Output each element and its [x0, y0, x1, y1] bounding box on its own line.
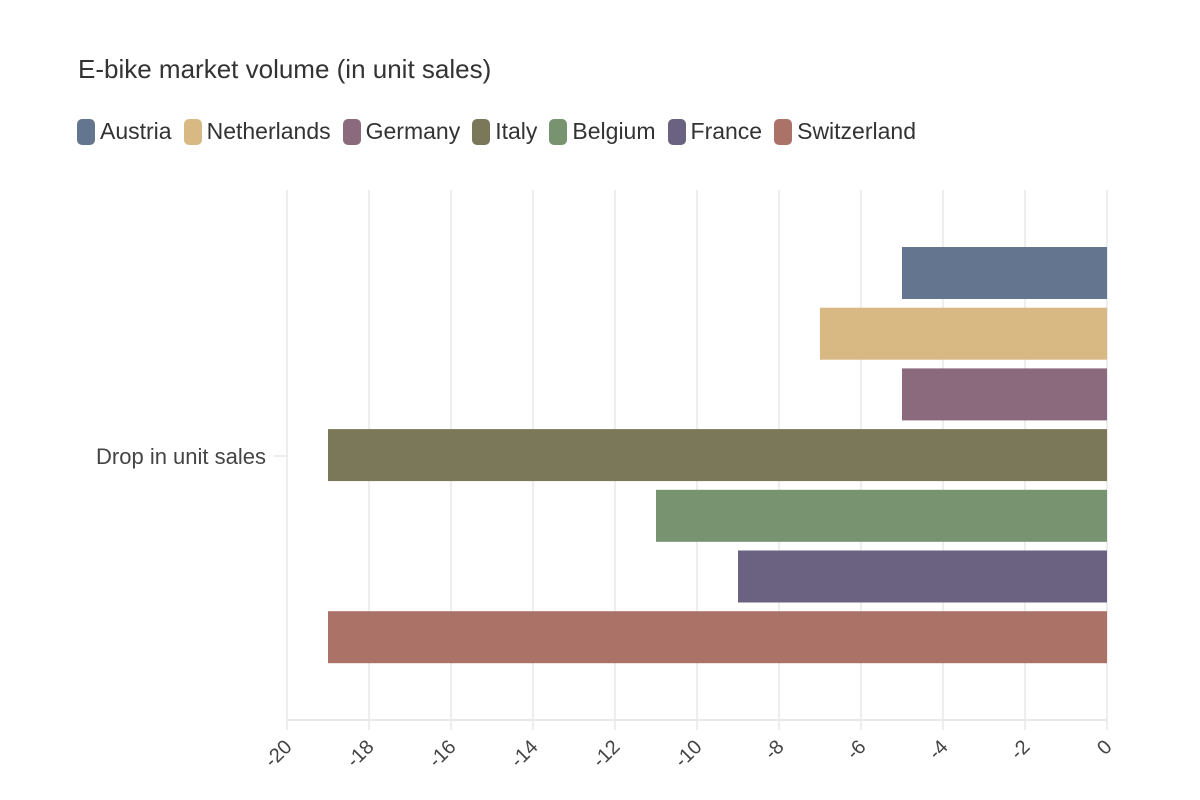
legend-label: Switzerland [797, 118, 916, 144]
legend-item-italy[interactable]: Italy [472, 118, 537, 145]
legend-swatch [667, 118, 686, 145]
x-tick-label: -4 [924, 736, 952, 764]
x-tick-label: -20 [261, 736, 297, 772]
bar-italy[interactable] [328, 429, 1107, 482]
legend-label: Italy [495, 118, 538, 144]
legend-label: Belgium [572, 118, 656, 144]
legend-label: Netherlands [206, 118, 331, 144]
x-tick-label: -10 [671, 736, 707, 772]
bar-germany[interactable] [902, 368, 1107, 421]
category-label: Drop in unit sales [96, 444, 266, 469]
legend-label: Austria [100, 118, 172, 144]
x-tick-label: -18 [343, 736, 379, 772]
legend-item-netherlands[interactable]: Netherlands [183, 118, 331, 145]
x-tick-label: -14 [507, 736, 543, 772]
bar-austria[interactable] [902, 247, 1107, 299]
legend-swatch [183, 118, 202, 145]
legend: Austria Netherlands Germany Italy Belgium Fra… [77, 118, 916, 145]
bar-netherlands[interactable] [820, 307, 1107, 360]
legend-label: Germany [365, 118, 461, 144]
x-tick-label: -8 [760, 736, 788, 764]
x-tick-label: -2 [1006, 736, 1034, 764]
legend-swatch [342, 118, 361, 145]
x-tick-label: -16 [425, 736, 461, 772]
chart-title: E-bike market volume (in unit sales) [78, 54, 492, 84]
legend-item-belgium[interactable]: Belgium [549, 118, 656, 145]
x-tick-label: 0 [1093, 736, 1116, 759]
legend-swatch [472, 118, 491, 145]
legend-swatch [774, 118, 793, 145]
bar-switzerland[interactable] [328, 611, 1107, 664]
bar-belgium[interactable] [656, 489, 1107, 542]
legend-label: France [690, 118, 763, 144]
legend-item-germany[interactable]: Germany [342, 118, 461, 145]
bar-france[interactable] [738, 550, 1107, 603]
legend-item-austria[interactable]: Austria [77, 118, 172, 145]
legend-item-france[interactable]: France [667, 118, 763, 145]
legend-item-switzerland[interactable]: Switzerland [774, 118, 916, 145]
legend-swatch [77, 118, 95, 145]
x-tick-label: -6 [842, 736, 870, 764]
legend-swatch [549, 118, 568, 145]
x-tick-label: -12 [589, 736, 625, 772]
